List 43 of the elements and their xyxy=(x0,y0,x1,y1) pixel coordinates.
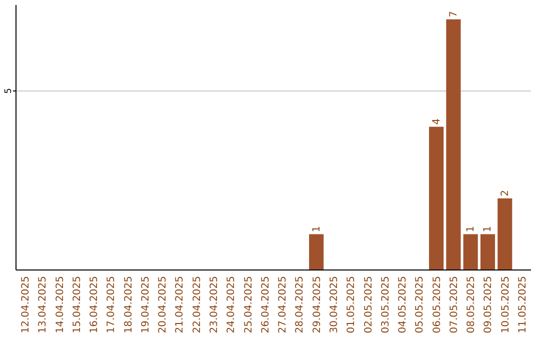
x-tick-label: 27.04.2025 xyxy=(278,276,289,334)
x-tick-label: 25.04.2025 xyxy=(243,276,254,334)
x-tick-label: 19.04.2025 xyxy=(140,276,152,334)
x-tick-label: 28.04.2025 xyxy=(294,276,306,334)
x-tick-label: 08.05.2025 xyxy=(466,276,478,334)
x-tick-label: 15.04.2025 xyxy=(72,276,83,334)
data-label: 7 xyxy=(448,10,460,18)
x-tick-label: 13.04.2025 xyxy=(38,276,49,334)
x-tick-label: 17.04.2025 xyxy=(106,276,118,334)
x-tick-label: 21.04.2025 xyxy=(174,276,186,334)
x-tick-label: 12.04.2025 xyxy=(20,276,32,334)
x-tick-label: 16.04.2025 xyxy=(89,276,100,334)
y-tick-label: 5 xyxy=(4,88,14,94)
x-tick-label: 06.05.2025 xyxy=(432,276,443,334)
x-tick-label: 23.04.2025 xyxy=(209,276,220,334)
x-tick-label: 20.04.2025 xyxy=(158,276,169,334)
bar xyxy=(309,234,324,270)
x-tick-label: 29.04.2025 xyxy=(312,276,323,334)
data-label: 1 xyxy=(466,226,477,232)
data-label: 2 xyxy=(500,190,511,196)
x-tick-label: 18.04.2025 xyxy=(123,276,134,334)
data-label: 1 xyxy=(482,226,494,232)
x-tick-label: 10.05.2025 xyxy=(500,276,512,334)
x-tick-label: 02.05.2025 xyxy=(363,276,374,334)
bar xyxy=(480,234,496,270)
x-tick-label: 26.04.2025 xyxy=(260,276,272,334)
bar xyxy=(446,19,461,270)
x-tick-label: 01.05.2025 xyxy=(346,276,358,334)
bar xyxy=(429,126,444,270)
x-tick-label: 24.04.2025 xyxy=(226,276,238,334)
data-label: 4 xyxy=(431,118,442,125)
x-tick-label: 11.05.2025 xyxy=(518,276,529,334)
x-tick-label: 22.04.2025 xyxy=(192,276,203,334)
x-tick-label: 07.05.2025 xyxy=(448,276,460,334)
bar xyxy=(498,198,512,270)
x-tick-label: 05.05.2025 xyxy=(414,276,426,334)
bar xyxy=(463,234,478,270)
x-tick-label: 04.05.2025 xyxy=(398,276,409,334)
x-tick-label: 30.04.2025 xyxy=(328,276,340,334)
data-label: 1 xyxy=(311,226,322,232)
x-tick-label: 09.05.2025 xyxy=(483,276,494,334)
x-tick-label: 03.05.2025 xyxy=(380,276,392,334)
x-tick-label: 14.04.2025 xyxy=(54,276,66,334)
